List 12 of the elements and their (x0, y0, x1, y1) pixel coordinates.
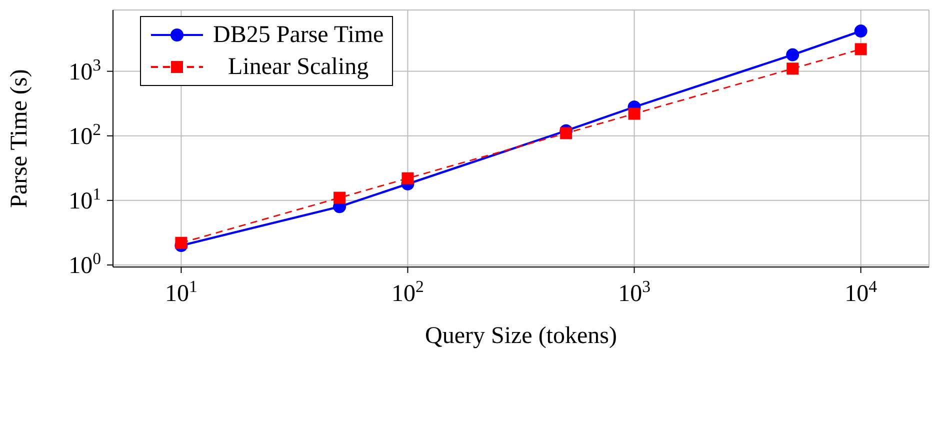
y-tick-label: 10$^{0}$ (68, 248, 101, 279)
x-axis-title: Query Size (tokens) (425, 323, 617, 349)
x-tick-label: 10$^{2}$ (392, 276, 424, 307)
y-tick-label: 10$^{1}$ (68, 184, 101, 214)
legend-label: Linear Scaling (227, 54, 370, 80)
y-axis-title: Parse Time (s) (6, 69, 33, 208)
legend-label: DB25 Parse Time (213, 22, 384, 48)
x-tick-label: 10$^{1}$ (165, 276, 198, 307)
x-tick-label: 10$^{3}$ (618, 276, 650, 307)
x-tick-label: 10$^{4}$ (844, 276, 878, 307)
y-tick-label: 10$^{3}$ (68, 54, 101, 86)
y-tick-label: 10$^{2}$ (68, 119, 101, 150)
